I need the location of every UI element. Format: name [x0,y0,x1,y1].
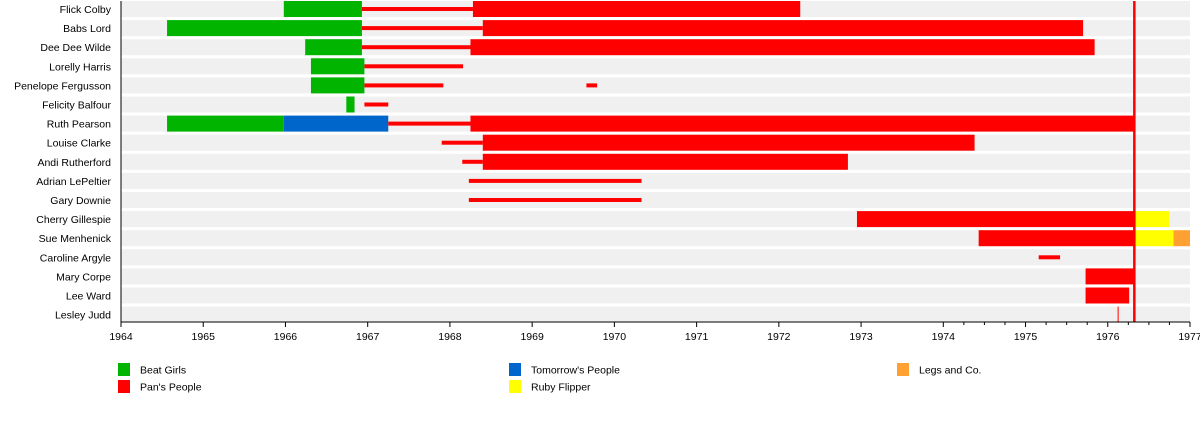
segment-line [462,159,483,164]
legend-label: Tomorrow's People [531,365,620,377]
row-label: Adrian LePeltier [36,176,111,188]
x-tick-label: 1970 [603,331,627,343]
segment-bar [472,1,801,17]
row-band [121,192,1190,208]
x-tick-label: 1971 [685,331,709,343]
row-band [121,287,1190,304]
row-band [121,249,1190,266]
row-label: Sue Menhenick [39,233,112,245]
segment-bar [283,115,389,132]
x-tick-label: 1967 [356,331,380,343]
segment-bar [1085,287,1130,304]
row-label: Lesley Judd [55,310,111,322]
x-tick-label: 1974 [932,331,956,343]
x-tick-label: 1975 [1014,331,1038,343]
segment-bar [470,115,1135,132]
x-tick-label: 1973 [849,331,873,343]
x-tick-label: 1972 [767,331,791,343]
legend-swatch [509,363,521,376]
segment-bar [346,96,355,113]
segment-bar [482,153,848,170]
legend-swatch [509,380,521,393]
row-label: Penelope Fergusson [14,80,111,92]
legend-swatch [897,363,909,376]
row-label: Louise Clarke [47,138,111,150]
row-band [121,172,1190,189]
segment-line [468,198,642,202]
row-band [121,268,1190,285]
x-tick-label: 1976 [1096,331,1120,343]
legend-label: Pan's People [140,382,202,394]
row-label: Gary Downie [50,195,111,207]
segment-bar [470,39,1095,56]
segment-bar [482,20,1084,37]
segment-bar [305,39,362,56]
legend-swatch [118,363,130,376]
row-band [121,96,1190,113]
x-tick-label: 1969 [520,331,544,343]
row-band [121,306,1190,323]
marker-line [1133,1,1136,322]
x-tick-label: 1964 [109,331,133,343]
row-band [121,58,1190,75]
x-tick-label: 1965 [192,331,216,343]
segment-line [361,26,483,31]
row-label: Babs Lord [63,23,111,35]
segment-bar [310,77,365,94]
x-tick-label: 1966 [274,331,298,343]
segment-line [586,83,598,88]
segment-line [364,102,389,107]
x-tick-label: 1968 [438,331,462,343]
row-label: Andi Rutherford [37,157,111,169]
segment-bar [1085,268,1135,285]
segment-tick [1117,306,1119,323]
segment-bar [1173,230,1190,247]
legend-label: Beat Girls [140,365,186,377]
segment-bar [1134,211,1170,228]
segment-bar [978,230,1135,247]
segment-bar [310,58,365,75]
row-label: Felicity Balfour [42,100,111,112]
segment-line [364,83,444,88]
row-label: Ruth Pearson [47,119,111,131]
row-band [121,77,1190,94]
segment-line [468,178,642,183]
row-label: Dee Dee Wilde [40,42,111,54]
segment-bar [283,1,362,17]
row-label: Lee Ward [66,291,111,303]
segment-line [1038,255,1061,260]
row-band [121,230,1190,247]
row-label: Lorelly Harris [49,61,111,73]
segment-bar [1134,230,1174,247]
row-label: Cherry Gillespie [36,214,111,226]
row-label: Mary Corpe [56,271,111,283]
segment-line [361,45,471,50]
segment-bar [482,134,975,151]
segment-line [364,64,464,69]
segment-bar [856,211,1135,228]
legend-label: Legs and Co. [919,365,981,377]
segment-line [361,7,473,11]
x-tick-label: 1977 [1178,331,1200,343]
row-label: Caroline Argyle [40,252,111,264]
legend-label: Ruby Flipper [531,382,591,394]
legend-swatch [118,380,130,393]
segment-line [441,140,483,145]
row-label: Flick Colby [60,4,112,16]
segment-bar [167,20,362,37]
segment-line [388,121,471,126]
segment-bar [167,115,284,132]
